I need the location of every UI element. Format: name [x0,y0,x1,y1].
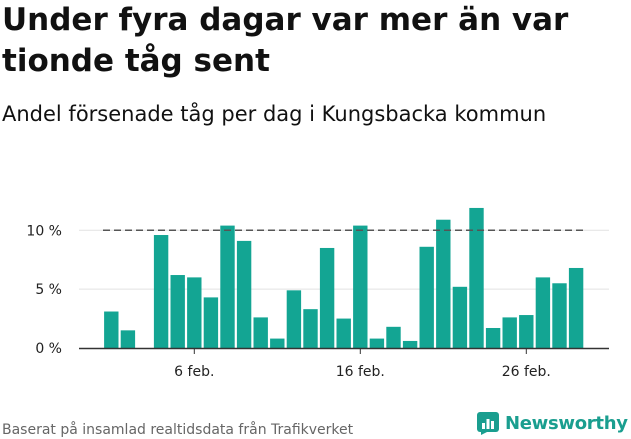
x-tick-label: 26 feb. [502,364,551,380]
bar [153,235,169,348]
bar [353,225,368,348]
bar [253,317,268,348]
logo-text: Newsworthy [505,412,628,434]
bar [220,225,235,348]
bar [286,290,302,348]
source-note: Baserat på insamlad realtidsdata från Tr… [2,422,354,438]
newsworthy-logo-icon [477,412,499,435]
bar [120,330,136,348]
bar [568,267,584,348]
bar [236,240,252,348]
bar [535,277,551,348]
y-tick-label: 5 % [35,282,62,298]
x-tick-label: 16 feb. [336,364,385,380]
bar [452,286,468,348]
newsworthy-logo: Newsworthy [476,409,628,437]
bar [469,207,484,348]
bar [303,309,318,348]
bar [270,338,285,348]
bar [203,297,219,348]
bar [104,311,119,348]
chart-title: Under fyra dagar var mer än var tionde t… [2,2,569,79]
bar [187,277,202,348]
x-tick-label: 6 feb. [174,364,214,380]
bar [519,315,534,348]
bar [386,326,401,348]
bar [436,219,451,348]
bar [402,340,418,348]
bar [170,275,185,348]
bar [552,283,567,348]
chart-subtitle: Andel försenade tåg per dag i Kungsbacka… [2,102,547,126]
bar [502,317,517,348]
y-tick-label: 10 % [26,223,62,239]
bar [336,318,351,348]
bar [485,327,501,348]
bar [369,338,385,348]
bar [419,246,434,348]
bar [319,247,335,348]
y-tick-label: 0 % [35,341,62,357]
